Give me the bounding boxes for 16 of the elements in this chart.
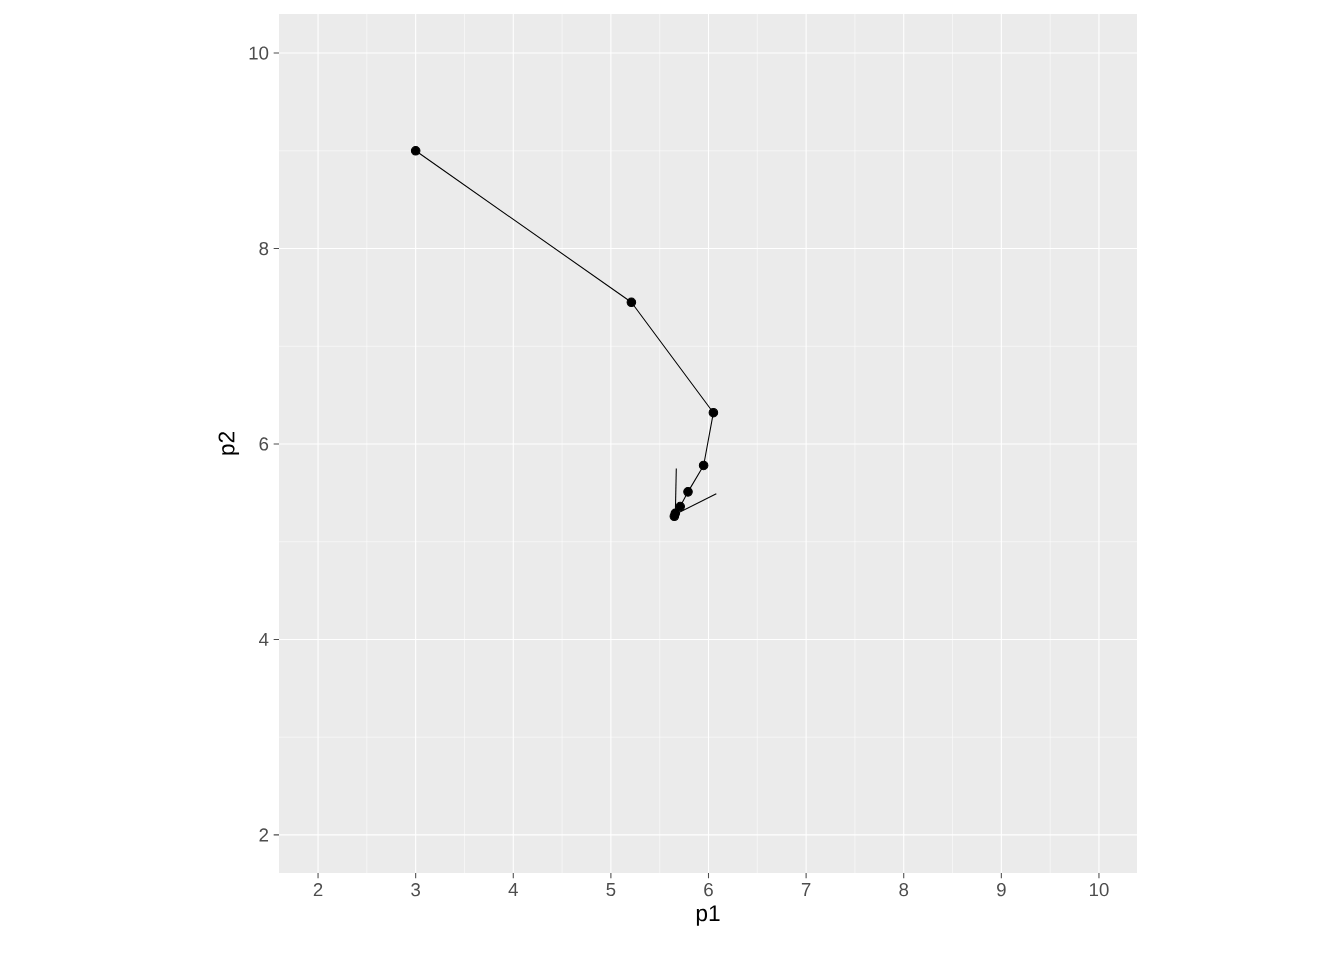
x-tick-label: 4 (508, 883, 518, 896)
y-tick-label: 10 (249, 46, 269, 60)
x-tick-label: 9 (997, 883, 1006, 897)
x-tick-label: 8 (899, 883, 909, 897)
x-tick-label: 3 (411, 883, 421, 897)
x-tick-label: 10 (1089, 883, 1109, 897)
y-tick-label: 4 (259, 633, 269, 646)
x-axis-title: p1 (696, 905, 720, 926)
y-tick-label: 6 (259, 437, 269, 451)
x-tick-label: 6 (704, 883, 713, 897)
y-axis-title: p2 (218, 432, 240, 455)
x-tick-label: 5 (606, 883, 616, 897)
x-tick-label: 7 (801, 883, 811, 896)
y-tick-label: 8 (259, 241, 269, 256)
x-tick-label: 2 (313, 883, 323, 897)
y-tick-label: 2 (259, 828, 269, 842)
